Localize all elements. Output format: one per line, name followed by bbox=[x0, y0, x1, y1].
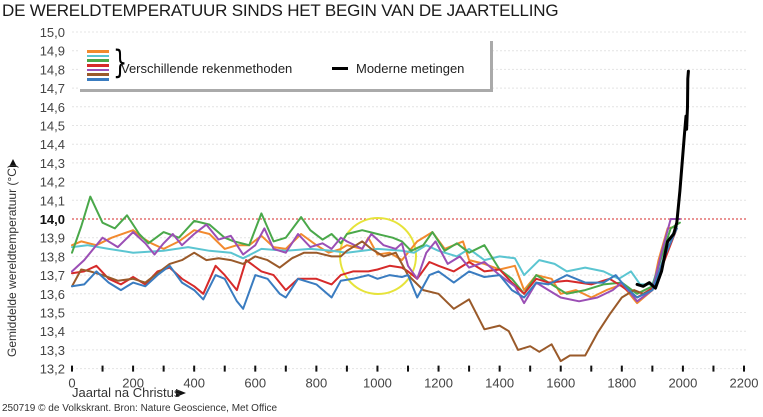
y-tick-label: 13,9 bbox=[40, 231, 65, 246]
series-blue bbox=[71, 227, 678, 310]
legend-methods-label: Verschillende rekenmethoden bbox=[121, 61, 293, 76]
legend-swatch bbox=[87, 68, 109, 72]
series-cyan bbox=[71, 225, 678, 286]
y-tick-label: 14,9 bbox=[40, 44, 65, 59]
y-tick-label: 15,0 bbox=[40, 25, 65, 40]
y-tick-label: 13,3 bbox=[40, 343, 65, 358]
legend-swatch bbox=[87, 54, 109, 58]
legend-swatch bbox=[87, 73, 109, 76]
y-tick-label: 14,6 bbox=[40, 100, 65, 115]
legend-modern-swatch bbox=[332, 67, 348, 70]
x-tick-label: 1200 bbox=[424, 376, 453, 391]
y-tick-label: 14,0 bbox=[40, 212, 65, 227]
series-purple bbox=[71, 218, 681, 305]
series-moderne-metingen bbox=[635, 69, 690, 290]
series-green bbox=[71, 195, 681, 295]
x-tick-label: 0 bbox=[68, 376, 75, 391]
x-tick-label: 400 bbox=[183, 376, 205, 391]
x-tick-label: 600 bbox=[244, 376, 266, 391]
x-tick-label: 2000 bbox=[668, 376, 697, 391]
y-axis-arrow-icon bbox=[9, 159, 17, 167]
data-series bbox=[71, 69, 690, 363]
x-axis-arrow-icon bbox=[176, 389, 186, 397]
chart-title: DE WERELDTEMPERATUUR SINDS HET BEGIN VAN… bbox=[2, 1, 559, 20]
brace-icon: } bbox=[113, 43, 128, 81]
legend: } Verschillende rekenmethoden Moderne me… bbox=[80, 41, 493, 92]
source-footer: 250719 © de Volkskrant. Bron: Nature Geo… bbox=[2, 403, 278, 414]
y-tick-label: 14,4 bbox=[40, 137, 65, 152]
y-axis-label: Gemiddelde wereldtemperatuur (°C) bbox=[5, 164, 19, 357]
y-tick-label: 13,6 bbox=[40, 287, 65, 302]
y-tick-label: 13,5 bbox=[40, 306, 65, 321]
y-tick-label: 13,8 bbox=[40, 249, 65, 264]
x-axis-label: Jaartal na Christus bbox=[72, 385, 181, 400]
x-tick-label: 1000 bbox=[363, 376, 392, 391]
legend-modern-label: Moderne metingen bbox=[356, 61, 465, 76]
x-tick-label: 200 bbox=[122, 376, 144, 391]
y-tick-label: 14,2 bbox=[40, 175, 65, 190]
y-tick-label: 13,4 bbox=[40, 324, 65, 339]
y-tick-label: 13,7 bbox=[40, 268, 65, 283]
gridlines bbox=[72, 31, 748, 370]
y-tick-label: 14,8 bbox=[40, 62, 65, 77]
legend-swatch bbox=[87, 50, 109, 53]
x-tick-label: 2200 bbox=[730, 376, 759, 391]
y-tick-label: 14,1 bbox=[40, 193, 65, 208]
series-brown bbox=[71, 227, 678, 363]
x-tick-label: 1800 bbox=[607, 376, 636, 391]
y-tick-label: 14,7 bbox=[40, 81, 65, 96]
series-red bbox=[71, 227, 678, 299]
y-tick-label: 14,3 bbox=[40, 156, 65, 171]
x-tick-label: 800 bbox=[306, 376, 328, 391]
x-axis-ticks: 0 200 400 600 800 1000 1200 1400 1600 1800 2000 220… bbox=[68, 365, 759, 391]
x-tick-label: 1600 bbox=[546, 376, 575, 391]
y-axis-ticks: 15,0 14,9 14,8 14,7 14,6 14,5 14,4 14,3 14,2 14,1… bbox=[40, 25, 65, 377]
legend-swatch bbox=[87, 78, 109, 81]
legend-method-swatches bbox=[87, 50, 109, 83]
y-tick-label: 13,2 bbox=[40, 362, 65, 377]
legend-swatch bbox=[87, 64, 109, 67]
legend-swatch bbox=[87, 59, 109, 62]
y-tick-label: 14,5 bbox=[40, 119, 65, 134]
x-tick-label: 1400 bbox=[485, 376, 514, 391]
